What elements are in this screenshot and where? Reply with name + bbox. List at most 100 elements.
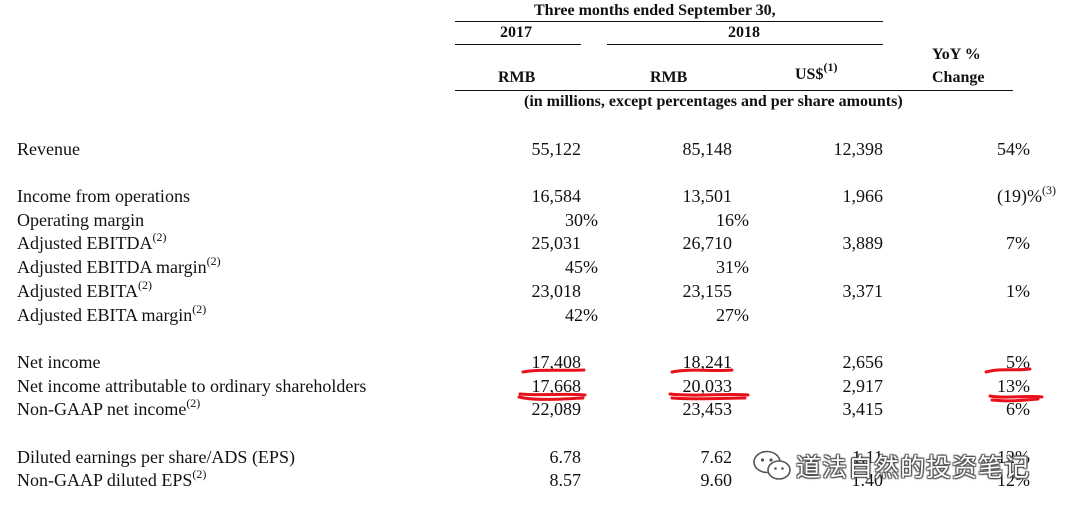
row-label: Operating margin: [17, 210, 144, 231]
cell-value: 5%: [1006, 352, 1030, 372]
cell-value: 45%: [565, 257, 598, 277]
cell-c2017: 6.78: [550, 447, 582, 468]
cell-usd: 1.40: [852, 470, 884, 491]
row-label: Adjusted EBITDA(2): [17, 230, 167, 254]
cell-value: 3,889: [842, 233, 884, 253]
cell-value: 12%: [997, 447, 1030, 467]
cell-c2018: 23,453: [683, 399, 733, 420]
cell-c2018: 31%: [716, 257, 749, 278]
cell-value: 27%: [716, 305, 749, 325]
row-label-text: Non-GAAP diluted EPS: [17, 470, 193, 490]
cell-value: 7%: [1006, 233, 1030, 253]
row-label-text: Net income attributable to ordinary shar…: [17, 376, 367, 396]
cell-c2017: 22,089: [532, 399, 582, 420]
header-rule-2018: [607, 44, 883, 45]
cell-value: 23,453: [682, 399, 733, 419]
cell-value: 54%: [997, 139, 1030, 159]
cell-yoy: 5%: [1006, 352, 1030, 373]
cell-c2018: 27%: [716, 305, 749, 326]
cell-c2018: 20,033: [683, 376, 733, 397]
cell-value: 3,415: [842, 399, 884, 419]
watermark: 道法自然的投资笔记: [752, 448, 1030, 484]
row-label-footnote: (2): [192, 467, 207, 481]
cell-usd: 1,966: [843, 186, 884, 207]
cell-value: (19)%: [997, 186, 1042, 206]
cell-value: 55,122: [531, 139, 582, 159]
wechat-icon: [753, 450, 791, 480]
cell-value: 85,148: [682, 139, 733, 159]
cell-c2018: 18,241: [683, 352, 733, 373]
row-label: Non-GAAP diluted EPS(2): [17, 467, 207, 491]
yoy-header-line1: YoY %: [932, 46, 981, 63]
cell-value: 20,033: [682, 376, 733, 396]
row-label-footnote: (2): [152, 230, 167, 244]
row-label-footnote: (2): [192, 302, 207, 316]
currency-rmb-2018: RMB: [650, 69, 688, 86]
currency-usd: US$(1): [795, 60, 838, 83]
row-label: Adjusted EBITA(2): [17, 278, 153, 302]
cell-value: 31%: [716, 257, 749, 277]
cell-usd: 2,656: [843, 352, 884, 373]
cell-usd: 2,917: [843, 376, 884, 397]
cell-usd: 3,371: [843, 281, 884, 302]
cell-value: 1,966: [842, 186, 884, 206]
cell-yoy: 13%: [997, 376, 1030, 397]
cell-c2018: 13,501: [683, 186, 733, 207]
underline-2017-attributable: [517, 392, 587, 401]
cell-value: 25,031: [531, 233, 582, 253]
cell-value: 13%: [997, 376, 1030, 396]
cell-c2017: 16,584: [532, 186, 582, 207]
row-label-text: Adjusted EBITA: [17, 281, 139, 301]
cell-value: 9.60: [700, 470, 733, 490]
row-label-text: Adjusted EBITA margin: [17, 305, 193, 325]
cell-value: 16%: [716, 210, 749, 230]
cell-c2018: 9.60: [701, 470, 733, 491]
watermark-text: 道法自然的投资笔记: [796, 453, 1031, 482]
row-label: Net income: [17, 352, 100, 373]
cell-value: 23,155: [682, 281, 733, 301]
cell-value: 22,089: [531, 399, 582, 419]
cell-yoy: 12%: [997, 470, 1030, 491]
cell-value: 1.40: [851, 470, 884, 490]
row-label: Diluted earnings per share/ADS (EPS): [17, 447, 295, 468]
row-label-text: Net income: [17, 352, 101, 372]
cell-value: 1.11: [852, 447, 883, 467]
row-label-text: Adjusted EBITDA: [17, 233, 153, 253]
row-label: Adjusted EBITA margin(2): [17, 302, 207, 326]
cell-yoy: 54%: [997, 139, 1030, 160]
cell-usd: 1.11: [852, 447, 883, 468]
row-label-footnote: (2): [186, 396, 201, 410]
underline-yoy-net-income: [984, 367, 1032, 374]
row-label-text: Income from operations: [17, 186, 190, 206]
row-label-text: Non-GAAP net income: [17, 399, 187, 419]
row-label: Adjusted EBITDA margin(2): [17, 254, 221, 278]
yoy-header-line2: Change: [932, 69, 985, 86]
cell-value: 6%: [1006, 399, 1030, 419]
cell-yoy: (19)%(3): [997, 183, 1056, 207]
row-label-text: Revenue: [17, 139, 80, 159]
cell-value: 17,408: [531, 352, 582, 372]
cell-c2018: 7.62: [701, 447, 733, 468]
cell-value: 13,501: [682, 186, 733, 206]
yoy-footnote: (3): [1042, 183, 1056, 197]
cell-c2017: 42%: [565, 305, 598, 326]
cell-c2018: 85,148: [683, 139, 733, 160]
cell-value: 42%: [565, 305, 598, 325]
cell-yoy: 12%: [997, 447, 1030, 468]
cell-c2018: 26,710: [683, 233, 733, 254]
cell-c2018: 23,155: [683, 281, 733, 302]
cell-c2017: 30%: [565, 210, 598, 231]
header-rule-top: [455, 21, 883, 22]
cell-value: 12%: [997, 470, 1030, 490]
cell-value: 7.62: [700, 447, 733, 467]
cell-value: 8.57: [549, 470, 582, 490]
underline-2017-net-income: [521, 368, 586, 374]
cell-c2017: 25,031: [532, 233, 582, 254]
cell-c2017: 55,122: [532, 139, 582, 160]
row-label-footnote: (2): [206, 254, 221, 268]
cell-value: 30%: [565, 210, 598, 230]
header-rule-bottom: [455, 90, 1013, 91]
row-label-footnote: (2): [138, 278, 153, 292]
year-2018-header: 2018: [728, 24, 760, 41]
